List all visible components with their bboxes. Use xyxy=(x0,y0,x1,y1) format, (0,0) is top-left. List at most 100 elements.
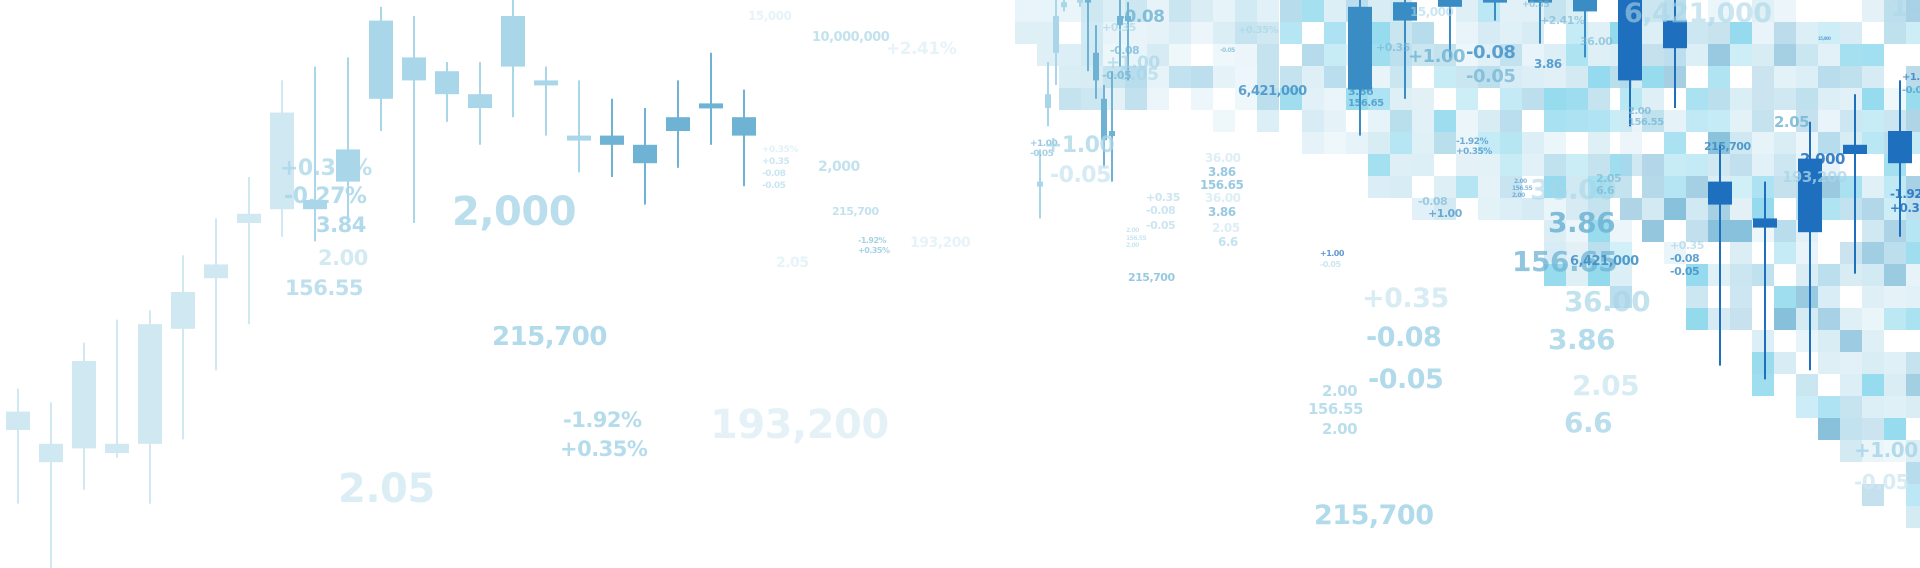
mosaic-tile xyxy=(1588,176,1610,198)
mosaic-tile xyxy=(1478,132,1500,154)
ticker-number: 36.00 xyxy=(1530,173,1617,206)
ticker-number: +1.00 xyxy=(1902,72,1920,83)
mosaic-tile xyxy=(1862,44,1884,66)
mosaic-tile xyxy=(1434,132,1456,154)
candle-body xyxy=(1117,16,1123,26)
mosaic-tile xyxy=(1686,176,1708,198)
ticker-number: 2.05 xyxy=(1774,113,1810,131)
mosaic-tile xyxy=(1610,110,1632,132)
mosaic-tile xyxy=(1544,176,1566,198)
mosaic-tile xyxy=(1544,154,1566,176)
mosaic-tile xyxy=(1686,198,1708,220)
mosaic-tile xyxy=(1456,154,1478,176)
mosaic-tile xyxy=(1280,22,1302,44)
mosaic-tile xyxy=(1235,0,1257,22)
candle-body xyxy=(1077,0,1083,3)
mosaic-tile xyxy=(1642,88,1664,110)
mosaic-tile xyxy=(1346,132,1368,154)
mosaic-tile xyxy=(1884,286,1906,308)
mosaic-tile xyxy=(1456,66,1478,88)
mosaic-tile xyxy=(1774,0,1796,22)
mosaic-tile xyxy=(1610,176,1632,198)
mosaic-tile xyxy=(1774,220,1796,242)
mosaic-tile xyxy=(1059,88,1081,110)
mosaic-tile xyxy=(1840,418,1862,440)
mosaic-tile xyxy=(1796,308,1818,330)
mosaic-tile xyxy=(1368,176,1390,198)
ticker-number: 2,000 xyxy=(1800,150,1845,168)
ticker-number: +0.35 xyxy=(1146,191,1180,204)
candlestick-series-mid xyxy=(1037,0,1131,219)
candle-body xyxy=(402,57,426,81)
mosaic-tile xyxy=(1191,22,1213,44)
mosaic-tile xyxy=(1324,0,1346,22)
mosaic-tile xyxy=(1774,176,1796,198)
candle-body xyxy=(72,361,96,449)
mosaic-tile xyxy=(1390,176,1412,198)
mosaic-tile xyxy=(1884,242,1906,264)
ticker-number: -0.08 xyxy=(1366,322,1442,353)
mosaic-tile xyxy=(1906,374,1920,396)
candlestick-series-right xyxy=(1348,0,1912,380)
candle-body xyxy=(1888,131,1912,164)
ticker-number: -0.05 xyxy=(1466,66,1516,87)
mosaic-tile xyxy=(1642,176,1664,198)
mosaic-tile xyxy=(1752,374,1774,396)
ticker-number: 156.55 xyxy=(1308,400,1363,418)
mosaic-tile xyxy=(1566,264,1588,286)
mosaic-tile xyxy=(1456,44,1478,66)
mosaic-tile xyxy=(1642,154,1664,176)
candle-body xyxy=(1753,218,1777,228)
ticker-number: -0.05 xyxy=(1368,364,1444,395)
mosaic-tile xyxy=(1884,440,1906,462)
candle-body xyxy=(204,264,228,279)
candle-body xyxy=(600,135,624,145)
mosaic-tile xyxy=(1642,198,1664,220)
mosaic-tile xyxy=(1302,88,1324,110)
mosaic-tile xyxy=(1884,374,1906,396)
mosaic-tile xyxy=(1730,176,1752,198)
mosaic-tile xyxy=(1588,88,1610,110)
mosaic-tile xyxy=(1686,110,1708,132)
mosaic-tile xyxy=(1412,154,1434,176)
mosaic-tile xyxy=(1840,396,1862,418)
mosaic-tile xyxy=(1500,66,1522,88)
candle-body xyxy=(468,94,492,108)
mosaic-tile xyxy=(1324,88,1346,110)
mosaic-tile xyxy=(1774,242,1796,264)
mosaic-tile xyxy=(1368,88,1390,110)
mosaic-tile xyxy=(1818,66,1840,88)
mosaic-tile xyxy=(1862,132,1884,154)
mosaic-tile xyxy=(1147,22,1169,44)
ticker-number: -0.05 xyxy=(1112,65,1159,85)
mosaic-tile xyxy=(1169,44,1191,66)
mosaic-tile xyxy=(1906,484,1920,506)
mosaic-tile xyxy=(1818,44,1840,66)
candle-body xyxy=(666,117,690,131)
mosaic-tile xyxy=(1147,0,1169,22)
candle-body xyxy=(534,80,558,86)
mosaic-tile xyxy=(1664,132,1686,154)
mosaic-tile xyxy=(1906,352,1920,374)
mosaic-tile xyxy=(1730,132,1752,154)
mosaic-tile xyxy=(1280,66,1302,88)
ticker-number: 2.00 xyxy=(1322,420,1358,438)
mosaic-tile xyxy=(1566,198,1588,220)
mosaic-tile xyxy=(1774,132,1796,154)
mosaic-tile xyxy=(1280,88,1302,110)
ticker-number: -0.08 xyxy=(762,169,786,179)
mosaic-tile xyxy=(1081,0,1103,22)
candle-body xyxy=(1109,131,1115,136)
candle-body xyxy=(6,411,30,430)
ticker-number: +0.35 xyxy=(1376,41,1410,54)
mosaic-tile xyxy=(1686,154,1708,176)
ticker-number: +0.35 xyxy=(762,157,790,167)
mosaic-tile xyxy=(1664,110,1686,132)
ticker-number: -1.92% xyxy=(563,408,642,432)
mosaic-tile xyxy=(1840,22,1862,44)
mosaic-tile xyxy=(1818,308,1840,330)
ticker-number: 2,000 xyxy=(818,159,860,175)
mosaic-tile xyxy=(1906,264,1920,286)
mosaic-tile xyxy=(1081,22,1103,44)
mosaic-tile xyxy=(1324,22,1346,44)
